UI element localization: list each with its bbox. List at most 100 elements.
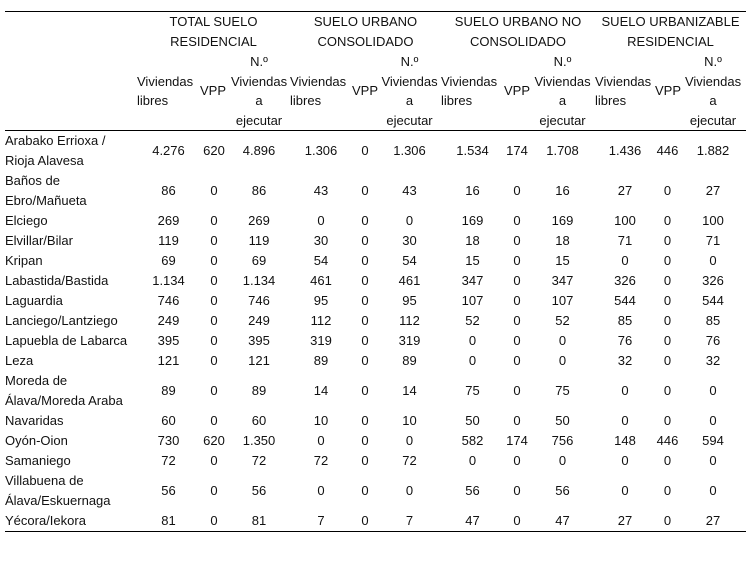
value-cell: 395 — [248, 333, 270, 349]
value-cell: 620 — [203, 143, 225, 159]
group-header: SUELO URBANIZABLE RESIDENCIAL — [595, 11, 747, 52]
value-cell: 0 — [709, 453, 717, 469]
value-cell: 56 — [465, 483, 480, 499]
col-header-viviendas-libres-label: Viviendas libres — [290, 73, 347, 109]
value-cell: 0 — [468, 353, 477, 369]
col-header-vpp-label: VPP — [504, 83, 531, 99]
value-cell: 730 — [157, 433, 180, 449]
value-cell: 0 — [361, 273, 369, 289]
col-header-viviendas-libres: Viviendas libres — [595, 52, 656, 131]
municipality-name: Elciego — [5, 213, 48, 228]
value-cell: 0 — [210, 333, 218, 349]
table-row: Moreda de Álava/Moreda Araba 89 0 89 14 0 14 75… — [5, 371, 746, 411]
col-header-vpp: VPP — [200, 52, 228, 131]
group-header: SUELO URBANO NO CONSOLIDADO — [441, 11, 596, 52]
value-cell: 75 — [555, 383, 570, 399]
value-cell: 174 — [506, 143, 528, 159]
group-header-row: TOTAL SUELO RESIDENCIAL SUELO URBANO CON… — [5, 11, 747, 52]
value-cell: 27 — [680, 511, 747, 532]
value-cell: 0 — [513, 253, 521, 269]
value-cell: 0 — [513, 213, 521, 229]
value-cell: 756 — [551, 433, 574, 449]
value-cell: 15 — [465, 253, 480, 269]
value-cell: 326 — [614, 273, 636, 289]
housing-table: TOTAL SUELO RESIDENCIAL SUELO URBANO CON… — [5, 11, 747, 532]
value-cell: 85 — [617, 313, 633, 329]
col-header-vpp: VPP — [352, 52, 378, 131]
table-row: Navaridas 60 0 60 10 0 10 50 0 50 0 0 0 — [5, 411, 746, 431]
value-cell: 81 — [137, 511, 200, 532]
value-cell: 0 — [513, 413, 521, 429]
value-cell: 0 — [405, 433, 414, 449]
municipality-name: Samaniego — [5, 453, 71, 468]
value-cell: 0 — [663, 293, 672, 309]
value-cell: 47 — [530, 511, 596, 532]
col-header-viviendas-libres-label: Viviendas libres — [595, 73, 652, 109]
value-cell: 0 — [361, 453, 369, 469]
value-cell: 112 — [310, 313, 332, 329]
value-cell: 107 — [461, 293, 484, 309]
col-header-total-viviendas-label: N.º Viviendas a ejecutar — [534, 54, 591, 128]
municipality-name: Yécora/Iekora — [5, 511, 137, 532]
value-cell: 0 — [663, 253, 672, 269]
value-cell: 119 — [248, 233, 270, 249]
value-cell: 544 — [614, 293, 636, 309]
value-cell: 269 — [157, 213, 180, 229]
value-cell: 0 — [210, 233, 218, 249]
value-cell: 14 — [313, 383, 329, 399]
col-header-total-viviendas-label: N.º Viviendas a ejecutar — [381, 54, 438, 128]
value-cell: 461 — [398, 273, 421, 289]
value-cell: 0 — [513, 233, 521, 249]
value-cell: 0 — [663, 183, 672, 199]
value-cell: 0 — [621, 383, 629, 399]
municipality-name: Lanciego/Lantziego — [5, 313, 118, 328]
value-cell: 461 — [310, 273, 332, 289]
value-cell: 0 — [655, 511, 681, 532]
municipality-name: Labastida/Bastida — [5, 273, 109, 288]
value-cell: 0 — [210, 453, 218, 469]
table-row: Baños de Ebro/Mañueta 86 0 86 43 0 43 16 0 16 27 0 2… — [5, 171, 746, 211]
value-cell: 0 — [504, 511, 531, 532]
municipality-name: Villabuena de Álava/Eskuernaga — [5, 473, 111, 508]
value-cell: 0 — [663, 413, 672, 429]
value-cell: 0 — [663, 333, 672, 349]
value-cell: 95 — [402, 293, 417, 309]
sub-header-row: Viviendas libres VPP N.º Viviendas a ejecu… — [5, 52, 747, 131]
table-row: Arabako Errioxa / Rioja Alavesa 4.276 620 4… — [5, 131, 746, 172]
value-cell: 69 — [251, 253, 267, 269]
value-cell: 32 — [617, 353, 633, 369]
value-cell: 1.306 — [393, 143, 426, 159]
value-cell: 0 — [621, 453, 629, 469]
value-cell: 1.306 — [304, 143, 338, 159]
value-cell: 27 — [595, 511, 656, 532]
value-cell: 1.708 — [546, 143, 579, 159]
value-cell: 0 — [317, 433, 325, 449]
value-cell: 0 — [468, 453, 477, 469]
col-header-viviendas-libres-label: Viviendas libres — [441, 73, 498, 109]
table-row: Lapuebla de Labarca 395 0 395 319 0 319 0 0 0 76 0 7… — [5, 331, 746, 351]
value-cell: 27 — [617, 183, 633, 199]
value-cell: 7 — [290, 511, 353, 532]
value-cell: 0 — [513, 183, 521, 199]
value-cell: 10 — [402, 413, 417, 429]
col-header-total-viviendas: N.º Viviendas a ejecutar — [228, 52, 291, 131]
value-cell: 0 — [663, 213, 672, 229]
value-cell: 14 — [402, 383, 417, 399]
value-cell: 0 — [663, 273, 672, 289]
value-cell: 148 — [614, 433, 636, 449]
value-cell: 47 — [441, 511, 505, 532]
value-cell: 319 — [310, 333, 332, 349]
value-cell: 89 — [313, 353, 329, 369]
group-urbano-consolidado-label: SUELO URBANO CONSOLIDADO — [313, 14, 418, 49]
value-cell: 4.276 — [152, 143, 185, 159]
value-cell: 54 — [313, 253, 329, 269]
value-cell: 0 — [361, 433, 369, 449]
municipality-name: Elvillar/Bilar — [5, 233, 73, 248]
value-cell: 0 — [361, 483, 369, 499]
value-cell: 594 — [702, 433, 724, 449]
value-cell: 75 — [465, 383, 480, 399]
value-cell: 0 — [663, 453, 672, 469]
value-cell: 0 — [361, 213, 369, 229]
value-cell: 0 — [621, 413, 629, 429]
value-cell: 0 — [210, 483, 218, 499]
